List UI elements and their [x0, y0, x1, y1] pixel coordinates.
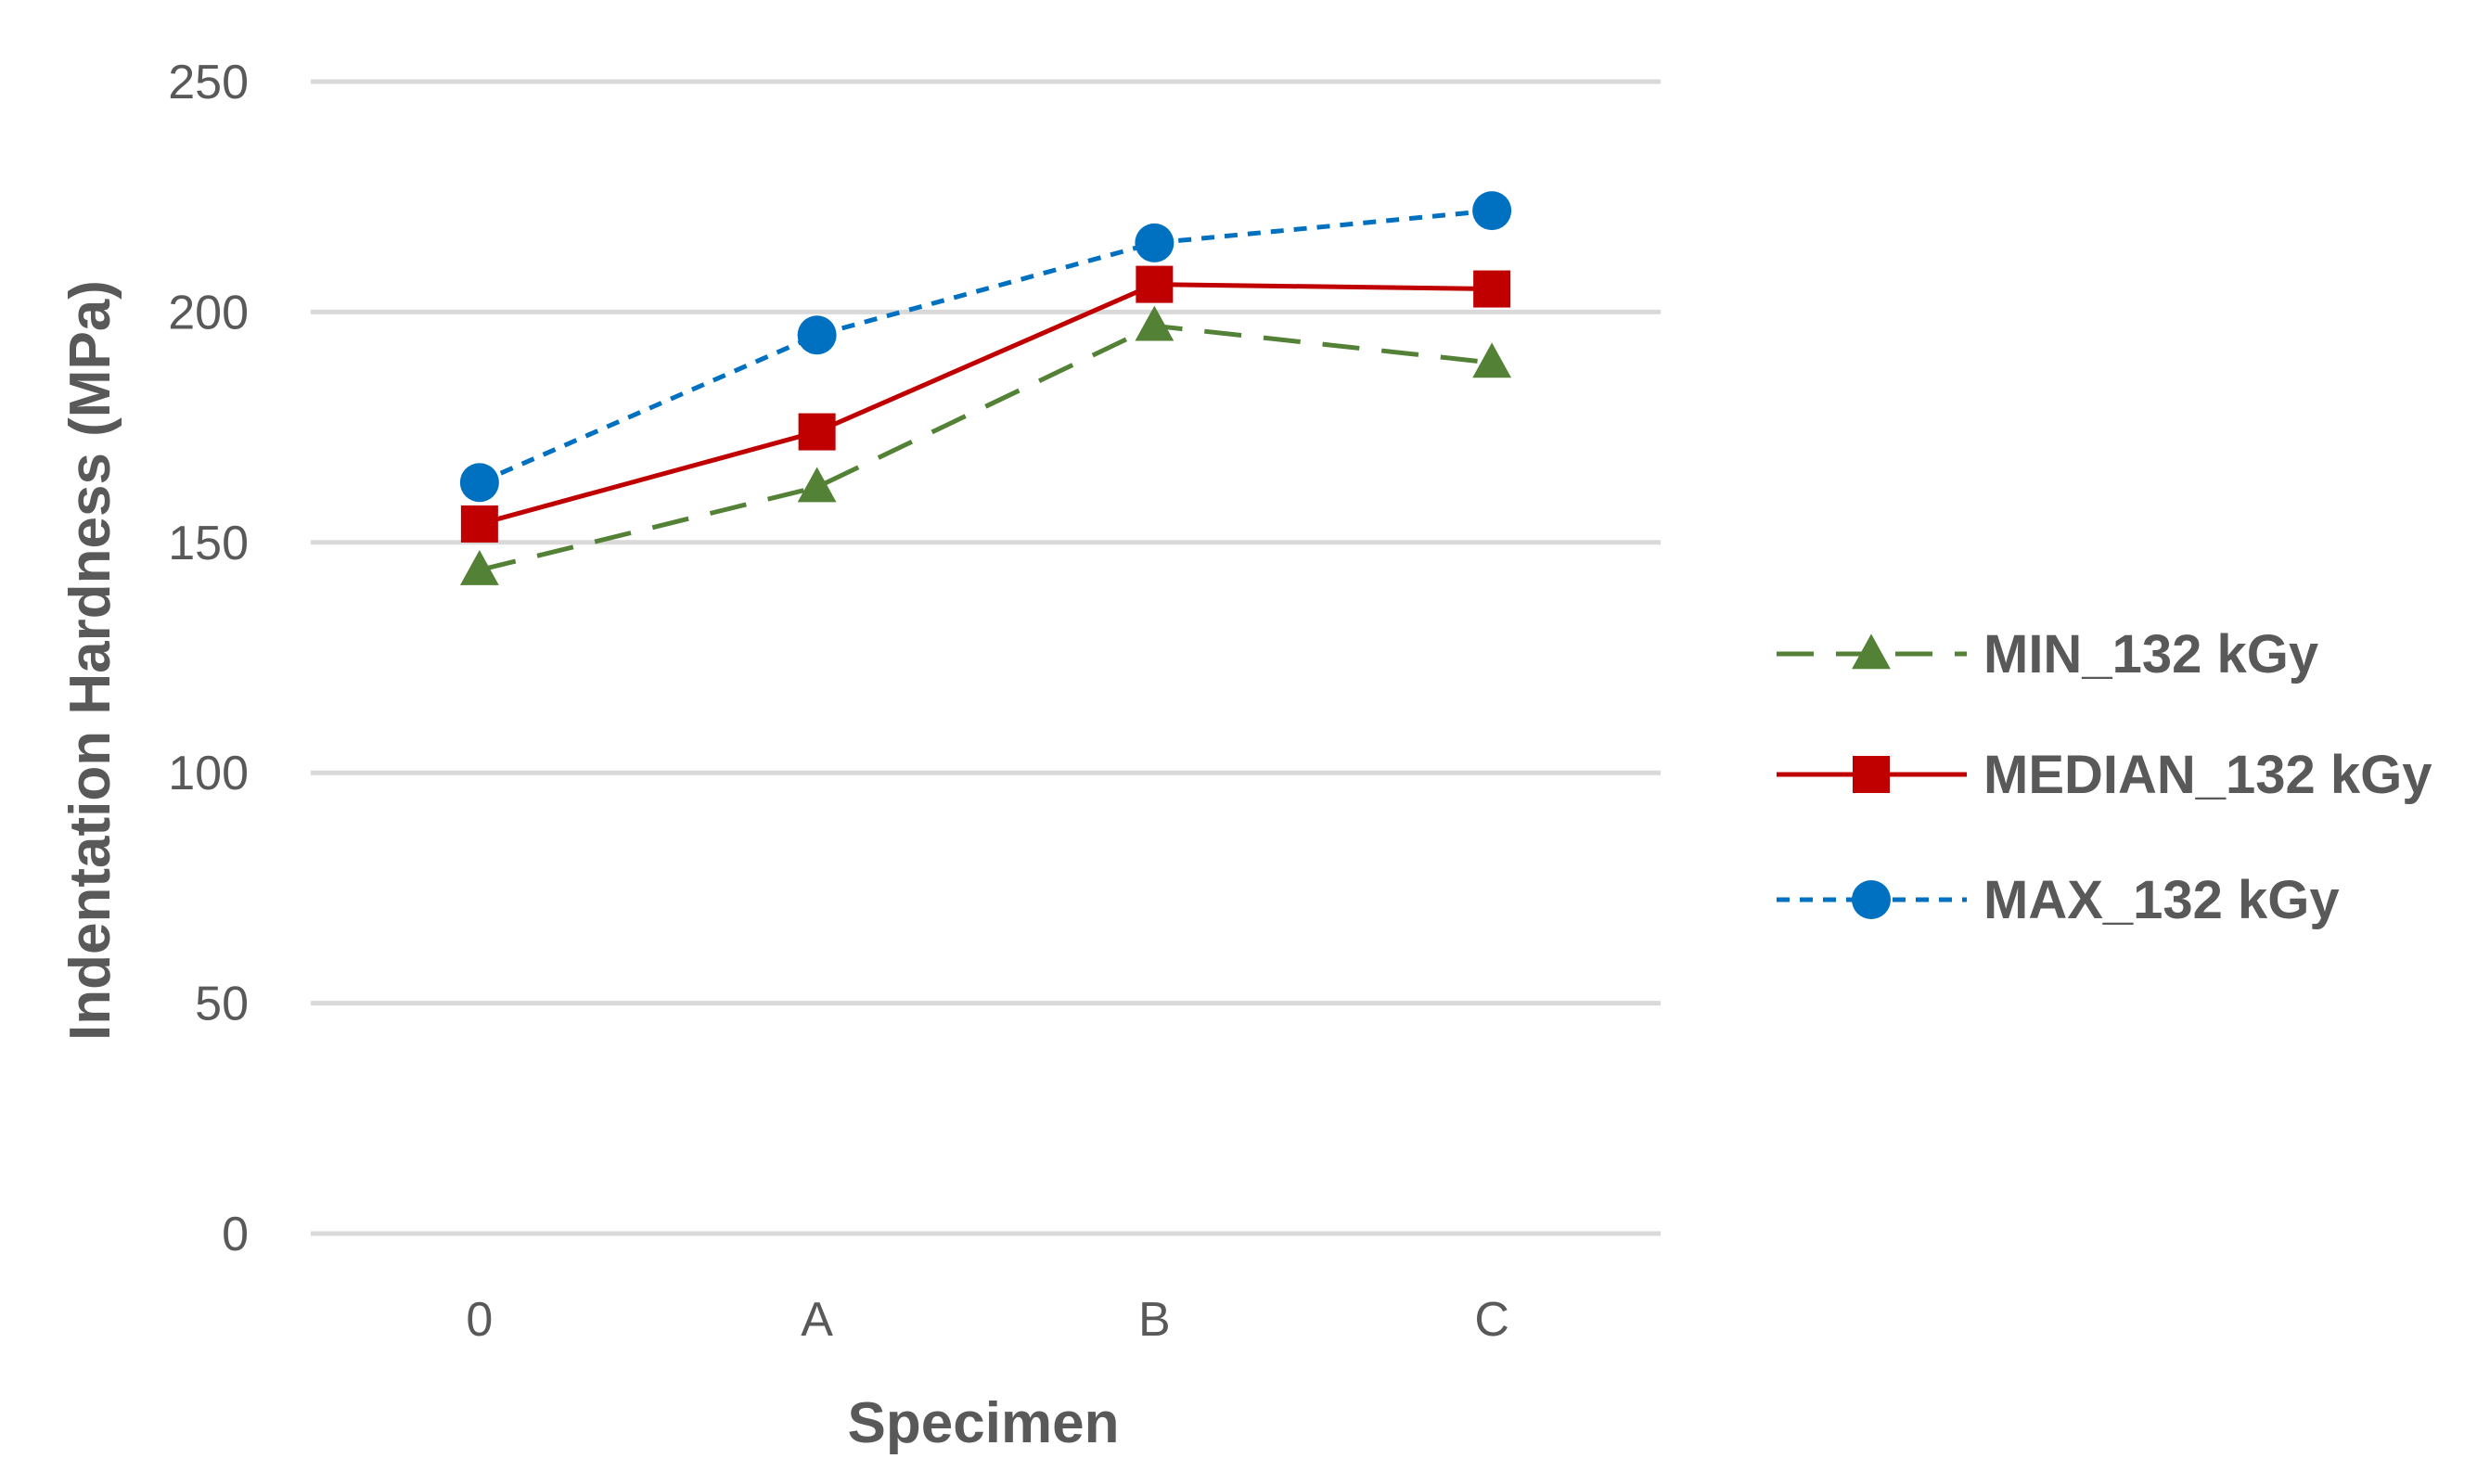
data-point — [1135, 305, 1174, 341]
y-tick-label: 150 — [168, 517, 249, 570]
data-point — [459, 549, 499, 585]
legend-item: MEDIAN_132 kGy — [1777, 745, 2432, 805]
y-tick-label: 100 — [168, 747, 249, 800]
series-triangle — [459, 305, 1512, 585]
legend-label: MEDIAN_132 kGy — [1983, 745, 2432, 805]
y-axis-title: Indentation Hardness (MPa) — [58, 280, 122, 1041]
data-point — [1473, 270, 1511, 308]
series-line — [479, 282, 1493, 527]
data-point — [1136, 265, 1174, 303]
data-point — [1472, 191, 1512, 231]
legend: MIN_132 kGy MEDIAN_132 kGy MAX_132 kGy — [1777, 624, 2432, 930]
series-square — [460, 265, 1511, 543]
series-line — [478, 208, 1493, 485]
gridlines — [311, 79, 1661, 1236]
legend-marker — [1853, 756, 1890, 793]
x-axis-ticks: 0 A B C — [466, 1293, 1508, 1347]
x-tick-label: C — [1474, 1293, 1509, 1347]
x-axis-title: Specimen — [848, 1391, 1120, 1455]
data-point — [460, 505, 498, 543]
legend-label: MIN_132 kGy — [1983, 624, 2318, 684]
x-tick-label: B — [1138, 1293, 1171, 1347]
legend-marker — [1852, 880, 1891, 919]
data-point — [797, 315, 837, 355]
y-axis-ticks: 0 50 100 150 200 250 — [168, 56, 249, 1261]
y-tick-label: 50 — [195, 978, 249, 1031]
legend-item: MIN_132 kGy — [1777, 624, 2318, 684]
data-point — [1472, 342, 1512, 378]
y-tick-label: 0 — [222, 1208, 249, 1261]
series-group — [459, 191, 1512, 585]
series-circle — [459, 191, 1512, 503]
data-point — [1135, 223, 1174, 262]
data-point — [797, 467, 837, 503]
y-tick-label: 200 — [168, 286, 249, 339]
x-tick-label: A — [801, 1293, 833, 1347]
data-point — [459, 463, 499, 503]
series-line — [479, 323, 1493, 573]
legend-label: MAX_132 kGy — [1983, 870, 2340, 930]
legend-item: MAX_132 kGy — [1777, 870, 2340, 930]
y-tick-label: 250 — [168, 56, 249, 109]
legend-marker — [1852, 633, 1891, 670]
data-point — [798, 413, 836, 451]
x-tick-label: 0 — [466, 1293, 493, 1347]
